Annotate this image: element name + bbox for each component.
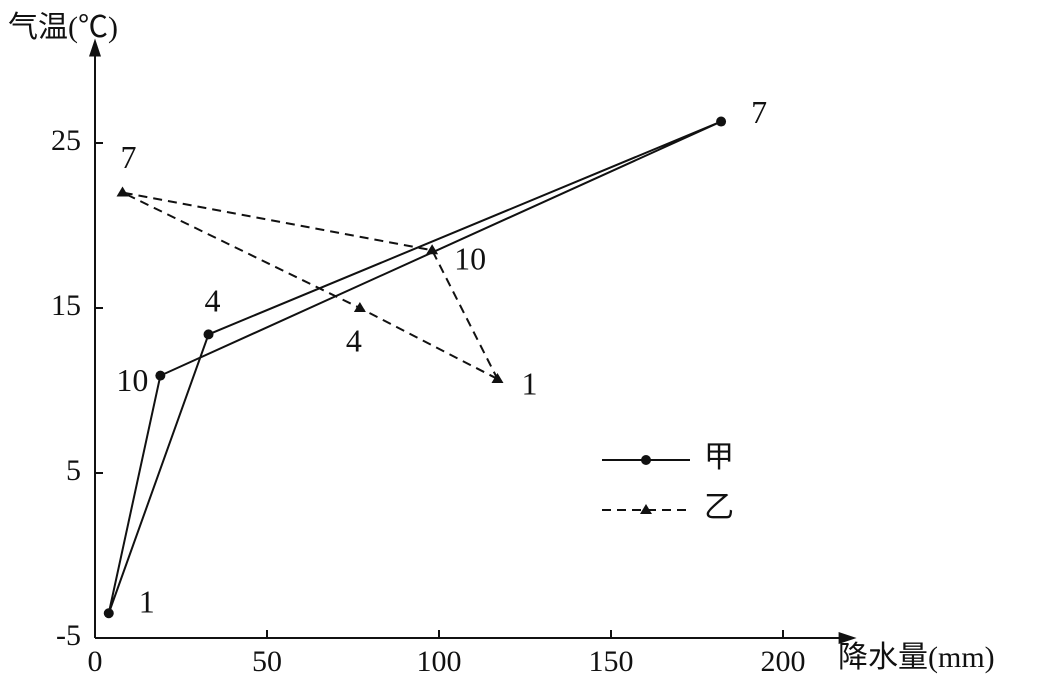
legend-marker [641,455,651,465]
point-label: 7 [751,94,767,130]
point [103,608,114,619]
x-tick-label: 150 [589,645,634,678]
point [716,116,727,127]
y-axis-arrow [89,38,101,57]
x-axis-label: 降水量(mm) [838,641,995,674]
x-axis-arrow [838,632,857,644]
point [353,302,366,312]
point-label: 10 [454,241,486,277]
x-tick-label: 100 [417,645,462,678]
point [155,370,166,381]
point [426,244,439,255]
y-tick-label: 25 [51,124,81,157]
point-label: 4 [205,283,221,319]
series-line [122,191,500,382]
point [116,186,129,197]
y-tick-label: 15 [51,289,81,322]
legend-label: 乙 [704,491,734,524]
series-line [107,120,722,614]
y-tick-label: 5 [66,454,81,487]
x-tick-label: 0 [88,645,103,678]
point-label: 1 [139,584,155,620]
y-axis-label: 气温(℃) [8,11,118,44]
point-label: 10 [116,362,148,398]
legend-label: 甲 [704,441,734,474]
point-label: 1 [521,365,537,401]
point [491,372,504,383]
point-label: 4 [346,322,362,358]
x-tick-label: 50 [252,645,282,678]
point-label: 7 [121,139,137,175]
y-tick-label: -5 [56,619,81,652]
legend-marker [640,504,652,514]
point [203,329,214,340]
x-tick-label: 200 [761,645,806,678]
